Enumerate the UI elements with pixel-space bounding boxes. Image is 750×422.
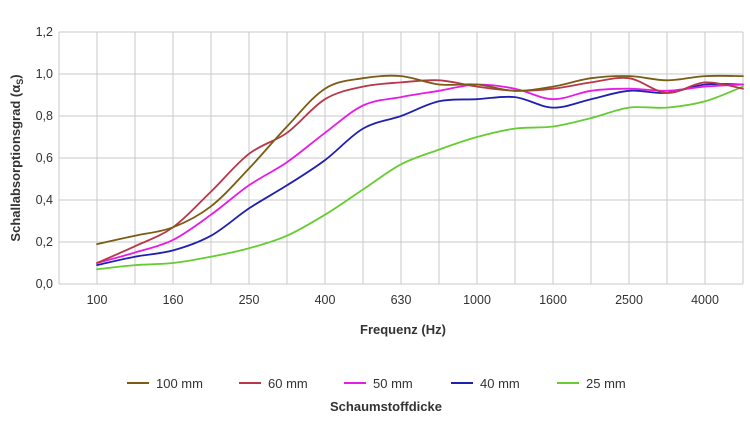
- x-axis-title: Frequenz (Hz): [360, 322, 446, 337]
- y-tick-label: 0,4: [36, 193, 53, 207]
- y-axis-title: Schallabsorptionsgrad (αS): [8, 74, 25, 241]
- x-tick-label: 250: [239, 293, 260, 307]
- legend: 100 mm 60 mm 50 mm 40 mm 25 mm: [127, 376, 626, 391]
- x-tick-label: 630: [391, 293, 412, 307]
- legend-label: 60 mm: [268, 376, 308, 391]
- y-tick-label: 1,2: [36, 25, 53, 39]
- y-tick-label: 1,0: [36, 67, 53, 81]
- series-line-50-mm: [96, 83, 744, 264]
- legend-item-50-mm: 50 mm: [344, 376, 413, 391]
- y-axis-title-main: Schallabsorptionsgrad (α: [8, 85, 23, 242]
- legend-label: 25 mm: [586, 376, 626, 391]
- legend-label: 50 mm: [373, 376, 413, 391]
- legend-item-100-mm: 100 mm: [127, 376, 203, 391]
- x-tick-label: 2500: [615, 293, 643, 307]
- series-line-40-mm: [96, 82, 744, 266]
- x-tick-labels: 100 160 250 400 630 1000 1600 2500 4000: [87, 293, 719, 307]
- x-tick-label: 1600: [539, 293, 567, 307]
- x-tick-label: 100: [87, 293, 108, 307]
- legend-label: 100 mm: [156, 376, 203, 391]
- x-tick-label: 160: [163, 293, 184, 307]
- x-tick-label: 1000: [463, 293, 491, 307]
- series-lines: [96, 74, 744, 271]
- x-tick-label: 4000: [691, 293, 719, 307]
- grid: [58, 31, 744, 285]
- series-line-100-mm: [96, 74, 744, 245]
- y-tick-labels: 0,0 0,2 0,4 0,6 0,8 1,0 1,2: [36, 25, 53, 291]
- y-tick-label: 0,0: [36, 277, 53, 291]
- legend-label: 40 mm: [480, 376, 520, 391]
- legend-item-60-mm: 60 mm: [239, 376, 308, 391]
- y-tick-label: 0,6: [36, 151, 53, 165]
- series-line-60-mm: [96, 76, 744, 264]
- legend-title: Schaumstoffdicke: [330, 399, 442, 414]
- legend-item-25-mm: 25 mm: [557, 376, 626, 391]
- series-line-25-mm: [96, 85, 744, 271]
- y-tick-label: 0,8: [36, 109, 53, 123]
- y-axis-title-sub: S: [15, 79, 25, 85]
- legend-item-40-mm: 40 mm: [451, 376, 520, 391]
- y-tick-label: 0,2: [36, 235, 53, 249]
- y-axis-title-end: ): [8, 74, 23, 78]
- x-tick-label: 400: [315, 293, 336, 307]
